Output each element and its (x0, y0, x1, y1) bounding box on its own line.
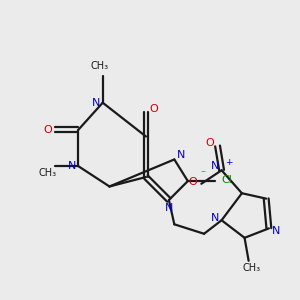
Text: CH₃: CH₃ (38, 168, 56, 178)
Text: N: N (211, 161, 219, 171)
Text: ⁻: ⁻ (200, 169, 205, 179)
Text: N: N (272, 226, 280, 236)
Text: N: N (177, 150, 185, 161)
Text: Cl: Cl (222, 175, 232, 185)
Text: O: O (150, 104, 158, 115)
Text: +: + (225, 158, 232, 167)
Text: N: N (211, 213, 219, 223)
Text: N: N (165, 203, 173, 213)
Text: O: O (43, 125, 52, 135)
Text: CH₃: CH₃ (242, 262, 260, 272)
Text: N: N (92, 98, 100, 108)
Text: O: O (205, 138, 214, 148)
Text: N: N (68, 161, 76, 171)
Text: CH₃: CH₃ (91, 61, 109, 71)
Text: O: O (189, 177, 198, 188)
